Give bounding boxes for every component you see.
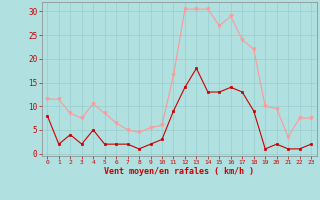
X-axis label: Vent moyen/en rafales ( km/h ): Vent moyen/en rafales ( km/h ) — [104, 167, 254, 176]
